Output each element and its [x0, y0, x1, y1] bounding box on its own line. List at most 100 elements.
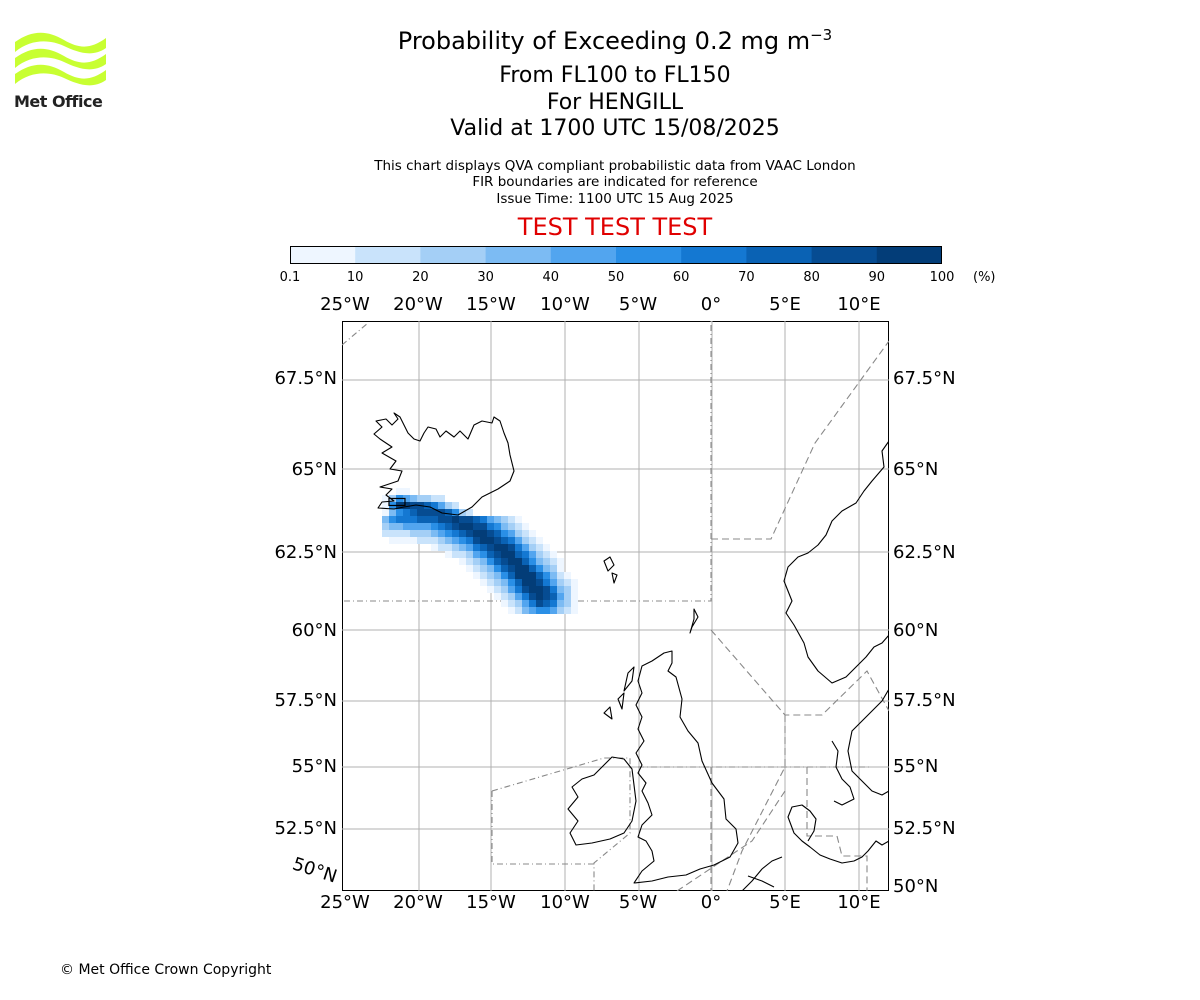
plume-cell — [494, 537, 501, 544]
plume-cell — [501, 537, 508, 544]
issue-time: Issue Time: 1100 UTC 15 Aug 2025 — [496, 191, 734, 207]
plume-cell — [501, 565, 508, 572]
copyright-notice: © Met Office Crown Copyright — [60, 962, 272, 978]
plume-cell — [445, 551, 452, 558]
plume-cell — [466, 558, 473, 565]
plume-cell — [438, 495, 445, 502]
longitude-label: 10°E — [837, 294, 881, 315]
plume-cell — [459, 530, 466, 537]
longitude-label: 15°W — [466, 294, 516, 315]
plume-cell — [396, 523, 403, 530]
plume-cell — [494, 530, 501, 537]
plume-cell — [571, 586, 578, 593]
plume-cell — [529, 537, 536, 544]
plume-cell — [466, 523, 473, 530]
plume-cell — [417, 509, 424, 516]
plume-cell — [508, 600, 515, 607]
plume-cell — [522, 558, 529, 565]
plume-cell — [508, 586, 515, 593]
plume-cell — [389, 509, 396, 516]
plume-cell — [515, 523, 522, 530]
plume-cell — [431, 502, 438, 509]
plume-cell — [522, 586, 529, 593]
latitude-label: 62.5°N — [274, 542, 337, 563]
plume-cell — [550, 600, 557, 607]
plume-cell — [571, 600, 578, 607]
longitude-label: 5°W — [618, 294, 658, 315]
plume-cell — [396, 509, 403, 516]
longitude-label: 10°W — [540, 892, 590, 913]
plume-cell — [473, 523, 480, 530]
colorbar-bin — [616, 246, 682, 264]
latitude-label: 57.5°N — [274, 690, 337, 711]
plume-cell — [550, 551, 557, 558]
fir-boundaries — [342, 321, 889, 891]
plume-cell — [473, 558, 480, 565]
plume-cell — [515, 572, 522, 579]
plume-cell — [473, 516, 480, 523]
plume-cell — [557, 593, 564, 600]
plume-cell — [494, 579, 501, 586]
latitude-label: 57.5°N — [893, 690, 956, 711]
plume-cell — [445, 523, 452, 530]
plume-cell — [557, 600, 564, 607]
plume-cell — [522, 572, 529, 579]
plume-cell — [487, 516, 494, 523]
latitude-label: 62.5°N — [893, 542, 956, 563]
plume-cell — [522, 544, 529, 551]
plume-cell — [417, 495, 424, 502]
plume-cell — [494, 572, 501, 579]
corner-latitude-label: 50°N — [289, 853, 340, 888]
plume-cell — [459, 537, 466, 544]
plume-cell — [494, 558, 501, 565]
plume-cell — [508, 607, 515, 614]
plume-cell — [501, 586, 508, 593]
plume-cell — [536, 579, 543, 586]
plume-cell — [515, 516, 522, 523]
plume-cell — [550, 565, 557, 572]
plume-cell — [529, 600, 536, 607]
plume-cell — [424, 495, 431, 502]
plume-cell — [501, 579, 508, 586]
colorbar-bin — [550, 246, 617, 264]
info-note-1: This chart displays QVA compliant probab… — [374, 158, 856, 174]
plume-cell — [543, 572, 550, 579]
plume-cell — [473, 565, 480, 572]
plume-cell — [508, 579, 515, 586]
colorbar-bin — [811, 246, 878, 264]
plume-cell — [529, 558, 536, 565]
plume-cell — [543, 607, 550, 614]
plume-cell — [515, 544, 522, 551]
plume-cell — [480, 530, 487, 537]
plume-cell — [445, 509, 452, 516]
plume-cell — [508, 530, 515, 537]
coastlines — [373, 412, 889, 891]
plume-cell — [494, 523, 501, 530]
graticule — [342, 321, 889, 891]
plume-cell — [529, 579, 536, 586]
plume-cell — [480, 523, 487, 530]
plume-cell — [515, 600, 522, 607]
plume-cell — [459, 551, 466, 558]
plume-cell — [501, 558, 508, 565]
plume-cell — [452, 530, 459, 537]
plume-cell — [543, 551, 550, 558]
plume-cell — [487, 558, 494, 565]
plume-cell — [571, 593, 578, 600]
colorbar-tick-label: 20 — [412, 270, 429, 285]
plume-cell — [480, 551, 487, 558]
plume-cell — [508, 523, 515, 530]
plume-cell — [550, 607, 557, 614]
plume-cell — [550, 572, 557, 579]
colorbar-tick-label: 100 — [929, 270, 955, 285]
colorbar-bin — [746, 246, 813, 264]
plume-cell — [452, 544, 459, 551]
latitude-label: 55°N — [291, 756, 337, 777]
plume-cell — [494, 544, 501, 551]
plume-cell — [557, 586, 564, 593]
plume-cell — [487, 544, 494, 551]
plume-cell — [473, 537, 480, 544]
plume-cell — [480, 544, 487, 551]
plume-cell — [445, 537, 452, 544]
plume-cell — [382, 530, 389, 537]
